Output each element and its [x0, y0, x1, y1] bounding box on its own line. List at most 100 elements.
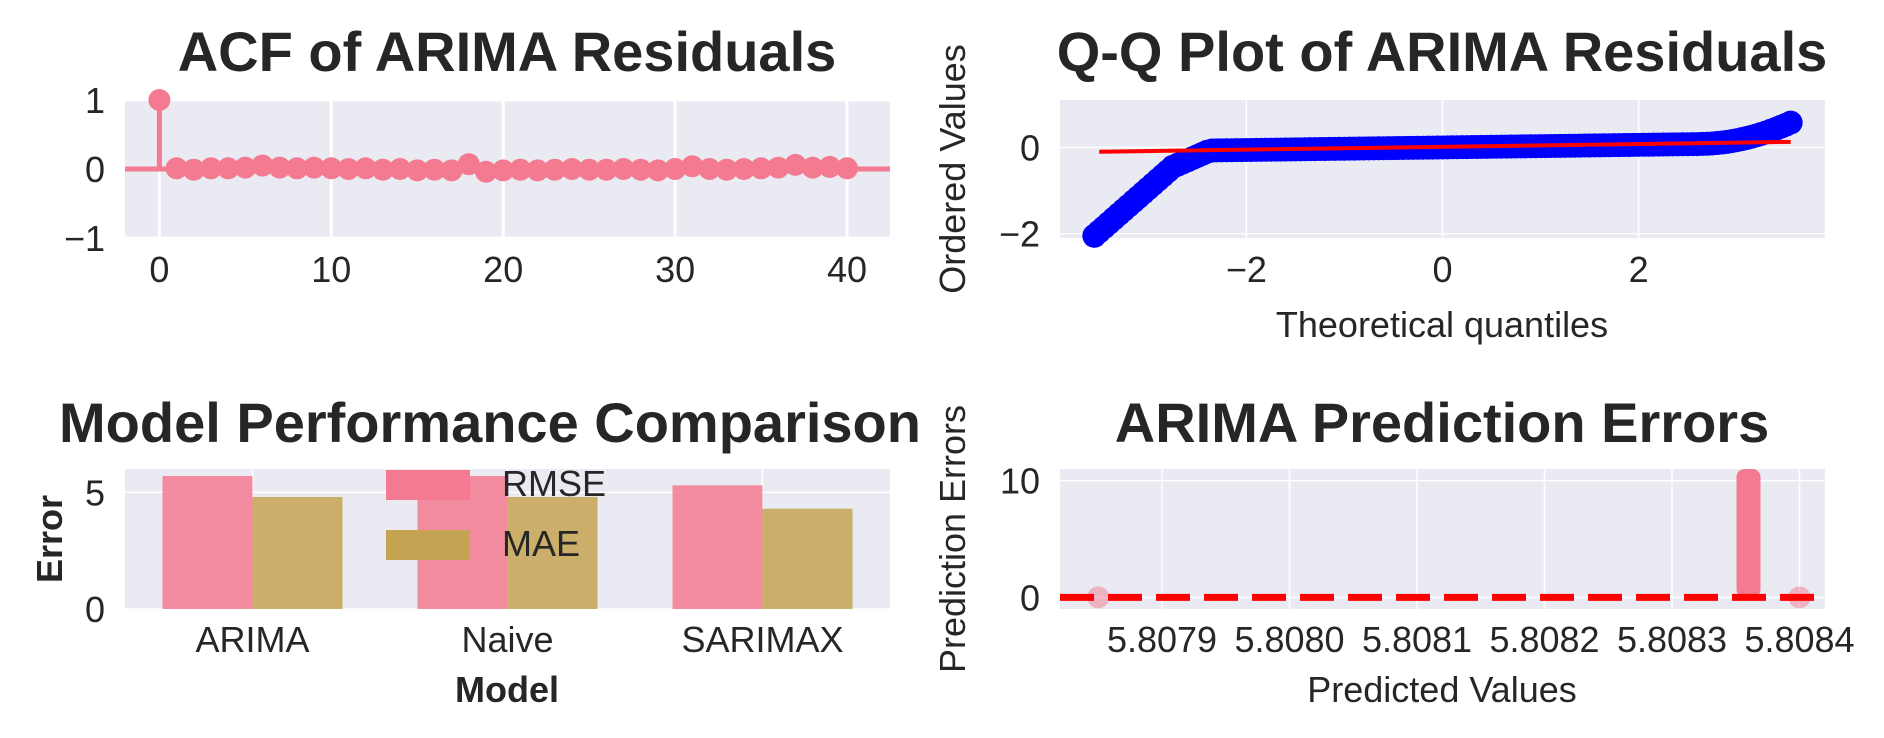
acf-x-tick-label: 10 — [311, 249, 351, 290]
qq-x-tick-label: −2 — [1226, 249, 1267, 290]
acf-marker — [750, 157, 773, 180]
perf-y-axis-label: Error — [29, 495, 70, 583]
acf-marker — [337, 158, 360, 180]
acf-marker — [371, 158, 394, 181]
qq-y-tick-labels: 0 −2 — [999, 127, 1040, 254]
qq-x-tick-label: 0 — [1432, 249, 1452, 290]
acf-marker — [509, 158, 532, 181]
errors-spike — [1736, 469, 1761, 598]
acf-marker — [784, 153, 807, 176]
acf-marker — [818, 155, 841, 178]
acf-marker — [440, 159, 463, 182]
perf-bar-mae — [252, 497, 343, 609]
acf-marker — [526, 159, 549, 182]
perf-bar-mae — [507, 497, 598, 609]
acf-y-tick-label: 0 — [85, 149, 105, 190]
perf-bar-rmse — [162, 476, 253, 609]
acf-marker — [698, 158, 721, 180]
acf-marker — [406, 159, 429, 182]
acf-marker — [199, 157, 222, 180]
acf-marker — [629, 158, 652, 181]
acf-marker — [268, 156, 291, 179]
acf-marker — [165, 157, 188, 180]
errors-y-tick-labels: 10 0 — [1000, 461, 1040, 619]
acf-marker — [767, 156, 790, 179]
errors-points — [1060, 469, 1825, 609]
acf-marker — [234, 156, 257, 179]
errors-x-tick-label: 5.8081 — [1362, 619, 1472, 660]
acf-panel: ACF of ARIMA Residuals 0 10 20 30 40 10−1 — [64, 20, 890, 290]
acf-marker — [560, 158, 583, 180]
errors-x-tick-labels: 5.8079 5.8080 5.8081 5.8082 5.8083 5.8084 — [1107, 619, 1855, 660]
perf-x-tick-label: ARIMA — [195, 619, 309, 660]
acf-x-tick-label: 0 — [149, 249, 169, 290]
acf-marker — [182, 158, 205, 181]
qq-fit-line — [1099, 139, 1791, 154]
qq-point — [1778, 110, 1803, 135]
errors-point — [1087, 586, 1110, 609]
errors-x-tick-label: 5.8080 — [1234, 619, 1344, 660]
qq-x-tick-labels: −2 0 2 — [1226, 249, 1649, 290]
qq-points — [1082, 110, 1803, 248]
perf-x-tick-label: Naive — [461, 619, 553, 660]
acf-marker — [423, 158, 446, 181]
perf-y-tick-label: 0 — [85, 589, 105, 630]
qq-panel: Q-Q Plot of ARIMA Residuals −2 0 2 0 −2 The… — [932, 20, 1827, 345]
acf-marker — [492, 159, 515, 182]
errors-x-tick-label: 5.8083 — [1617, 619, 1727, 660]
acf-marker — [543, 158, 566, 181]
legend-swatch-mae — [386, 530, 470, 560]
acf-stems — [125, 89, 890, 183]
errors-y-tick-label: 10 — [1000, 461, 1040, 502]
acf-x-tick-label: 30 — [655, 249, 695, 290]
qq-y-tick-label: 0 — [1020, 127, 1040, 168]
acf-marker — [681, 155, 704, 178]
acf-marker — [612, 158, 635, 180]
qq-y-axis-label: Ordered Values — [932, 44, 973, 293]
acf-marker — [354, 157, 377, 180]
acf-marker — [715, 158, 738, 181]
errors-x-tick-label: 5.8082 — [1489, 619, 1599, 660]
acf-marker — [320, 157, 343, 180]
acf-y-tick-labels: 1 0 −1 — [64, 80, 105, 259]
errors-panel: ARIMA Prediction Errors 5.8079 5.8080 5.80… — [932, 391, 1855, 710]
acf-x-tick-label: 20 — [483, 249, 523, 290]
acf-y-tick-label: −1 — [64, 218, 105, 259]
acf-marker — [578, 158, 601, 181]
qq-x-axis-label: Theoretical quantiles — [1276, 304, 1608, 345]
qq-y-tick-label: −2 — [999, 214, 1040, 255]
acf-marker — [389, 158, 412, 180]
acf-marker — [836, 157, 859, 180]
acf-x-tick-labels: 0 10 20 30 40 — [149, 249, 867, 290]
legend-label-rmse: RMSE — [502, 463, 606, 504]
perf-legend: RMSE MAE — [386, 463, 606, 564]
perf-title: Model Performance Comparison — [59, 391, 921, 454]
perf-x-tick-label: SARIMAX — [681, 619, 843, 660]
errors-x-axis-label: Predicted Values — [1307, 669, 1577, 710]
acf-marker — [217, 157, 240, 180]
legend-label-mae: MAE — [502, 523, 580, 564]
acf-marker — [475, 160, 498, 183]
perf-bar-rmse — [672, 485, 763, 609]
perf-panel: Model Performance Comparison ARIMA Naive S… — [29, 391, 921, 710]
perf-x-axis-label: Model — [455, 669, 559, 710]
qq-x-tick-label: 2 — [1629, 249, 1649, 290]
acf-marker — [801, 156, 824, 179]
perf-y-tick-labels: 50 — [85, 472, 105, 630]
legend-swatch-rmse — [386, 470, 470, 500]
errors-title: ARIMA Prediction Errors — [1115, 391, 1769, 454]
acf-marker — [732, 158, 755, 180]
acf-marker — [646, 159, 669, 182]
qq-title: Q-Q Plot of ARIMA Residuals — [1057, 20, 1828, 83]
acf-marker — [148, 89, 171, 111]
acf-marker — [303, 156, 326, 179]
acf-marker — [251, 154, 274, 177]
errors-x-tick-label: 5.8079 — [1107, 619, 1217, 660]
errors-y-tick-label: 0 — [1020, 577, 1040, 618]
acf-title: ACF of ARIMA Residuals — [178, 20, 837, 83]
acf-y-tick-label: 1 — [85, 80, 105, 121]
acf-marker — [457, 153, 480, 176]
acf-x-tick-label: 40 — [827, 249, 867, 290]
errors-axes-background — [1060, 469, 1825, 609]
